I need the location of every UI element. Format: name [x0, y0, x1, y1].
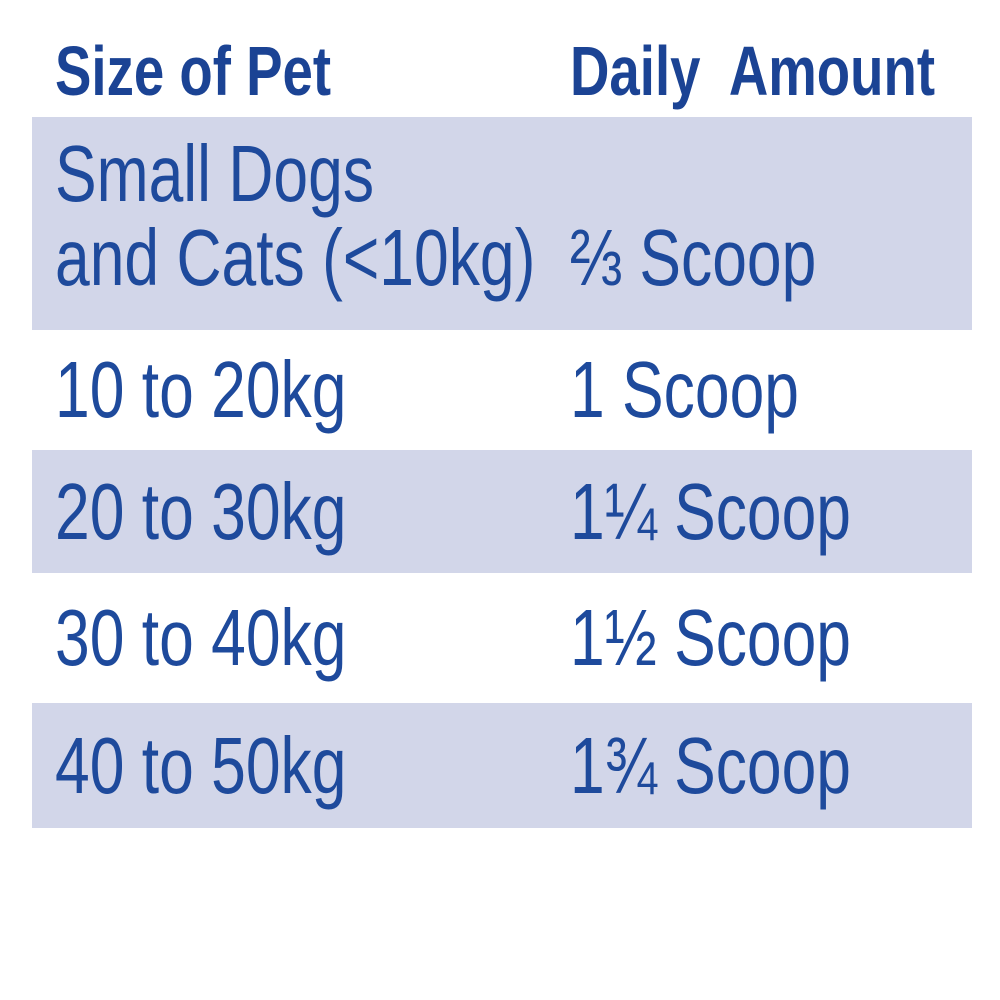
amount-value: 1¾ Scoop: [570, 720, 852, 810]
column-header-amount: Daily Amount: [570, 31, 1000, 111]
amount-value: 1 Scoop: [570, 345, 799, 434]
feeding-guide-table: Size of Pet Daily Amount Small Dogs and …: [32, 0, 972, 828]
cell-size: Small Dogs and Cats (<10kg): [55, 132, 570, 300]
size-value: 20 to 30kg: [55, 466, 347, 556]
cell-amount: 1¾ Scoop: [570, 720, 972, 812]
cell-size: 20 to 30kg: [55, 466, 570, 558]
cell-amount: ⅔ Scoop: [570, 216, 972, 300]
amount-value: ⅔ Scoop: [570, 213, 817, 302]
amount-value: 1¼ Scoop: [570, 466, 852, 556]
column-header-amount-label: Daily Amount: [570, 31, 936, 110]
size-line-1: Small Dogs: [55, 129, 375, 218]
size-value: 30 to 40kg: [55, 593, 347, 682]
table-row-20-30kg: 20 to 30kg 1¼ Scoop: [32, 450, 972, 573]
table-row-40-50kg: 40 to 50kg 1¾ Scoop: [32, 703, 972, 828]
table-row-10-20kg: 10 to 20kg 1 Scoop: [32, 330, 972, 450]
size-value: 40 to 50kg: [55, 720, 347, 810]
cell-size: 10 to 20kg: [55, 344, 570, 436]
table-header-row: Size of Pet Daily Amount: [32, 24, 972, 117]
column-header-size-label: Size of Pet: [55, 31, 332, 110]
cell-size: 30 to 40kg: [55, 592, 570, 684]
table-row-30-40kg: 30 to 40kg 1½ Scoop: [32, 573, 972, 703]
cell-amount: 1 Scoop: [570, 344, 972, 436]
column-header-size: Size of Pet: [55, 31, 570, 111]
cell-amount: 1½ Scoop: [570, 592, 972, 684]
cell-size: 40 to 50kg: [55, 720, 570, 812]
size-line-2: and Cats (<10kg): [55, 213, 536, 302]
amount-value: 1½ Scoop: [570, 593, 852, 682]
size-value: 10 to 20kg: [55, 345, 347, 434]
table-row-small-dogs-cats: Small Dogs and Cats (<10kg) ⅔ Scoop: [32, 117, 972, 330]
cell-amount: 1¼ Scoop: [570, 466, 972, 558]
